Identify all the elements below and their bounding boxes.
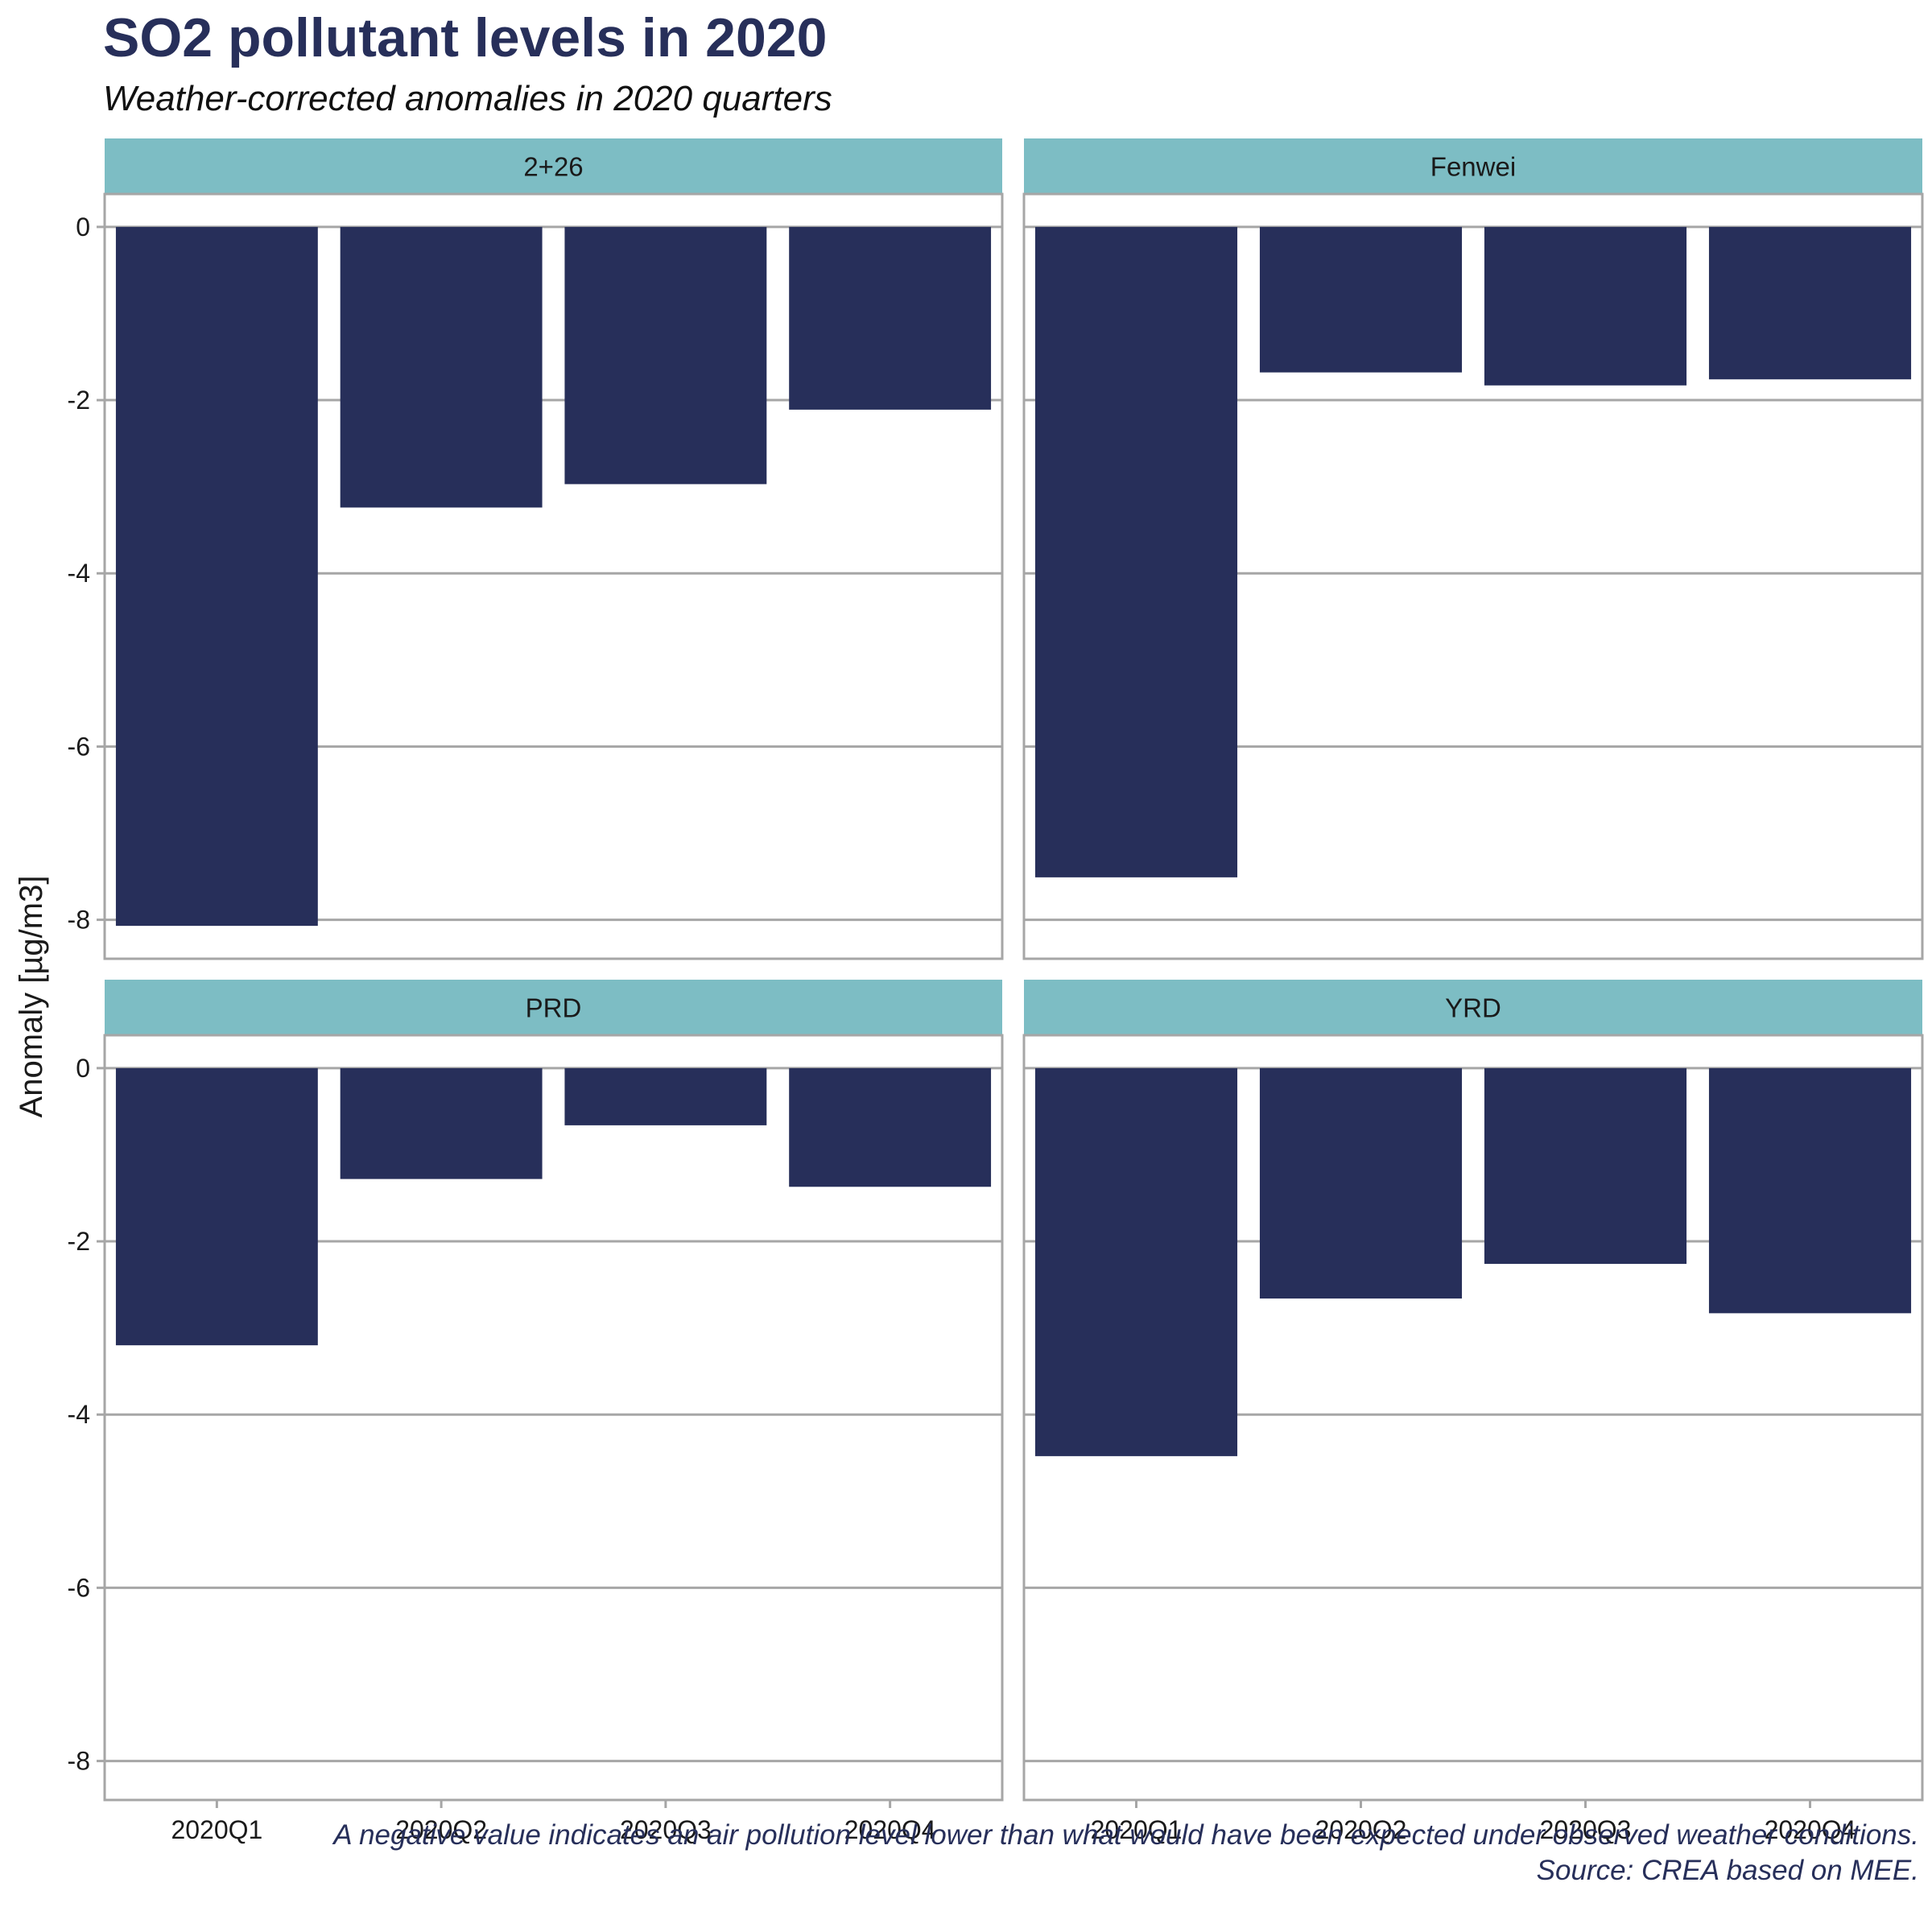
x-tick-label: 2020Q4 bbox=[1765, 1815, 1856, 1844]
panel-border bbox=[1022, 1034, 1924, 1802]
x-tick-label: 2020Q4 bbox=[844, 1815, 936, 1844]
panel-strip bbox=[105, 138, 1002, 194]
bar bbox=[564, 226, 767, 485]
panel-border bbox=[103, 192, 1004, 960]
x-tick-label: 2020Q1 bbox=[1091, 1815, 1183, 1844]
bar bbox=[340, 1067, 543, 1179]
bar bbox=[789, 226, 992, 410]
panel-strip bbox=[105, 980, 1002, 1035]
bar bbox=[564, 1067, 767, 1125]
bar bbox=[115, 1067, 318, 1346]
y-tick-label: -2 bbox=[68, 1227, 90, 1256]
chart-title: SO2 pollutant levels in 2020 bbox=[103, 7, 828, 68]
y-tick-label: -8 bbox=[68, 906, 90, 935]
y-tick-label: -8 bbox=[68, 1747, 90, 1776]
y-tick-label: -6 bbox=[68, 1573, 90, 1602]
x-tick-label: 2020Q3 bbox=[620, 1815, 712, 1844]
y-tick-label: -4 bbox=[68, 1400, 90, 1429]
x-tick-label: 2020Q2 bbox=[395, 1815, 487, 1844]
bar bbox=[1259, 226, 1463, 373]
panel-strip-label: PRD bbox=[526, 993, 582, 1023]
y-axis-title: Anomaly [µg/m3] bbox=[14, 876, 49, 1118]
panel-strip bbox=[1024, 980, 1922, 1035]
bar bbox=[1034, 226, 1238, 877]
y-tick-label: 0 bbox=[76, 1054, 90, 1083]
bar bbox=[1708, 226, 1912, 380]
caption-note: A negative value indicates an air pollut… bbox=[333, 1819, 1919, 1851]
x-tick-label: 2020Q2 bbox=[1315, 1815, 1407, 1844]
bar bbox=[1034, 1067, 1238, 1456]
bar bbox=[1484, 226, 1687, 386]
y-tick-label: -4 bbox=[68, 559, 90, 588]
panel-strip bbox=[1024, 138, 1922, 194]
bar bbox=[1259, 1067, 1463, 1299]
caption-source: Source: CREA based on MEE. bbox=[1536, 1855, 1919, 1886]
x-tick-label: 2020Q3 bbox=[1540, 1815, 1632, 1844]
chart-caption: A negative value indicates an air pollut… bbox=[333, 1818, 1919, 1889]
bar bbox=[115, 226, 318, 927]
panel-border bbox=[1022, 192, 1924, 960]
bar bbox=[1484, 1067, 1687, 1265]
y-tick-label: -6 bbox=[68, 732, 90, 761]
panel-border bbox=[103, 1034, 1004, 1802]
bar bbox=[1708, 1067, 1912, 1314]
chart-subtitle: Weather-corrected anomalies in 2020 quar… bbox=[103, 79, 832, 118]
y-tick-label: -2 bbox=[68, 386, 90, 415]
panel-strip-label: YRD bbox=[1445, 993, 1501, 1023]
panel-strip-label: 2+26 bbox=[523, 152, 583, 182]
panel-strip-label: Fenwei bbox=[1430, 152, 1516, 182]
y-tick-label: 0 bbox=[76, 213, 90, 242]
bar bbox=[789, 1067, 992, 1187]
bar bbox=[340, 226, 543, 508]
x-tick-label: 2020Q1 bbox=[171, 1815, 262, 1844]
